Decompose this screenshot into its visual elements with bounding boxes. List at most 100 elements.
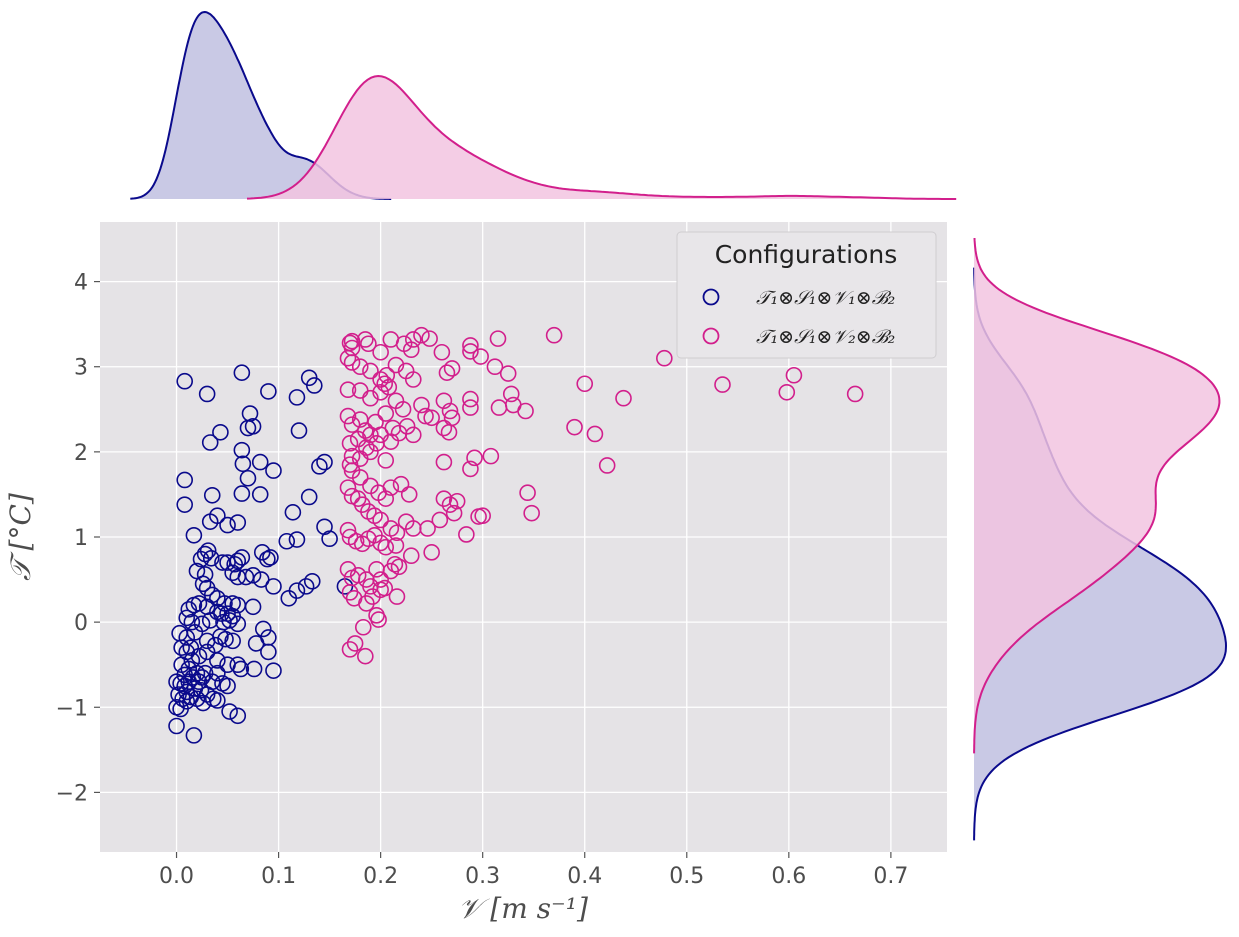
data-point (176, 666, 193, 684)
data-point (343, 354, 361, 371)
data-point (360, 335, 377, 353)
data-point (339, 381, 357, 399)
data-point (598, 457, 616, 474)
data-point (185, 526, 203, 544)
data-point (233, 485, 251, 502)
data-point (194, 694, 212, 712)
data-point (354, 618, 372, 636)
data-point (229, 707, 247, 725)
data-point (194, 575, 212, 593)
data-point (517, 402, 534, 420)
top-kde-fill-series-1 (130, 12, 392, 199)
x-axis-label: 𝒱 [m s⁻¹] (458, 892, 588, 925)
data-point (388, 588, 406, 605)
data-point (288, 582, 306, 599)
data-point (357, 647, 374, 665)
data-point (260, 643, 277, 661)
data-point (244, 598, 262, 616)
data-point (387, 537, 405, 554)
data-point (214, 554, 231, 571)
data-point (234, 455, 252, 473)
data-point (201, 434, 219, 451)
y-tick-label: 2 (74, 441, 88, 466)
data-point (229, 514, 247, 531)
data-point (178, 609, 196, 627)
data-point (413, 396, 430, 414)
data-point (349, 567, 367, 584)
data-point (402, 547, 420, 565)
data-point (265, 578, 282, 595)
data-point (353, 535, 371, 553)
series-1-points (168, 364, 354, 744)
y-tick-label: 3 (74, 356, 88, 381)
data-point (362, 389, 379, 407)
data-point (378, 366, 396, 384)
data-point (190, 595, 208, 612)
x-tick-label: 0.7 (873, 864, 908, 889)
legend-box (676, 231, 937, 359)
data-point (435, 490, 453, 507)
data-point (221, 612, 238, 629)
data-point (262, 549, 279, 566)
data-point (431, 511, 449, 529)
data-point (173, 639, 190, 656)
data-point (221, 703, 238, 720)
data-point (576, 375, 594, 393)
data-point (201, 513, 219, 530)
data-point (288, 389, 306, 406)
data-point (377, 405, 395, 422)
data-point (343, 332, 361, 350)
data-point (196, 664, 214, 682)
data-point (252, 571, 270, 588)
data-point (419, 520, 436, 537)
data-point (168, 717, 185, 735)
top-marginal-kde (130, 10, 957, 200)
data-point (377, 538, 395, 556)
data-point (519, 484, 536, 502)
data-point (462, 343, 479, 360)
data-point (490, 399, 508, 416)
data-point (244, 567, 262, 584)
data-point (466, 449, 483, 467)
data-point (203, 486, 221, 504)
data-point (316, 453, 333, 471)
data-point (445, 504, 463, 522)
data-point (290, 422, 308, 439)
data-point (297, 578, 315, 595)
data-point (245, 660, 263, 678)
y-tick-label: 4 (74, 271, 88, 296)
data-point (217, 630, 234, 648)
data-point (387, 356, 405, 374)
data-point (229, 656, 247, 674)
data-point (176, 471, 193, 489)
x-tick-label: 0.2 (363, 864, 398, 889)
series-2-points (339, 326, 864, 665)
data-point (224, 632, 241, 650)
data-point (390, 558, 408, 576)
data-point (182, 639, 200, 656)
data-point (846, 385, 864, 403)
data-point (421, 330, 438, 347)
data-point (362, 362, 379, 380)
data-point (196, 566, 214, 583)
x-tick-label: 0.0 (159, 864, 194, 889)
data-point (458, 526, 475, 543)
data-point (404, 331, 422, 348)
data-point (209, 664, 226, 682)
data-point (357, 331, 374, 348)
data-point (372, 571, 389, 588)
right-kde-line-series-2 (973, 237, 1221, 754)
data-point (254, 620, 272, 638)
data-point (474, 507, 491, 525)
data-point (372, 511, 389, 529)
data-point (489, 330, 507, 347)
legend-marker-series-2 (702, 327, 720, 345)
data-point (265, 662, 282, 679)
data-point (229, 615, 247, 633)
data-point (176, 496, 193, 513)
x-tick-label: 0.1 (261, 864, 296, 889)
y-axis-ticks: −2 −1 0 1 2 3 4 (56, 271, 100, 806)
top-kde-fill-series-2 (247, 76, 957, 199)
data-point (472, 348, 489, 365)
data-point (376, 375, 394, 393)
